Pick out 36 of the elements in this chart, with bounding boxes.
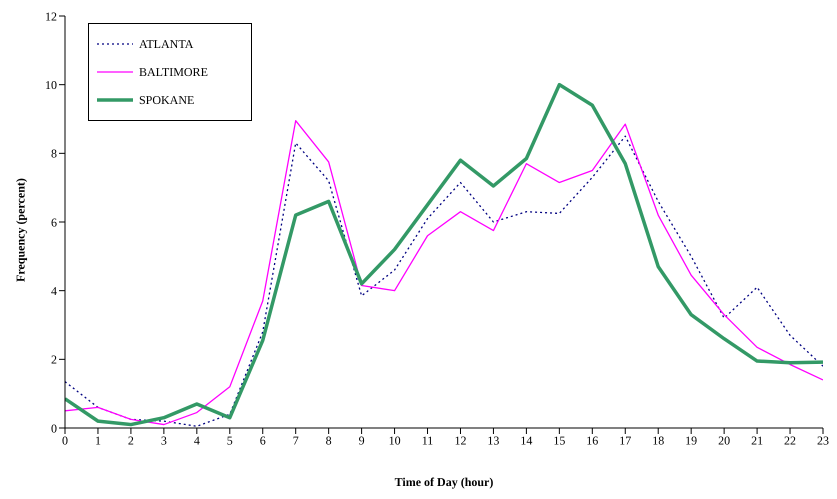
x-tick-label: 12 [454,434,466,448]
x-tick-label: 3 [160,434,167,448]
y-axis-title: Frequency (percent) [13,178,28,282]
x-tick-label: 8 [326,434,332,448]
x-tick-label: 4 [194,434,200,448]
x-tick-label: 11 [422,434,434,448]
x-tick-label: 20 [718,434,730,448]
x-tick-label: 6 [260,434,266,448]
x-tick-label: 18 [652,434,664,448]
x-tick-label: 19 [685,434,698,448]
x-tick-label: 0 [62,434,68,448]
x-tick-label: 9 [358,434,365,448]
y-tick-label: 4 [51,284,57,298]
x-tick-label: 5 [226,434,233,448]
x-tick-label: 7 [292,434,299,448]
legend-label: ATLANTA [139,36,194,52]
legend-label: BALTIMORE [139,64,208,80]
y-tick-label: 12 [45,9,57,24]
y-tick-label: 10 [45,78,57,92]
x-tick-label: 14 [520,434,532,448]
x-tick-label: 10 [388,434,401,448]
y-tick-label: 6 [51,215,57,230]
legend-label: SPOKANE [139,92,194,108]
x-tick-label: 23 [817,434,829,448]
y-tick-label: 2 [51,352,57,367]
x-tick-label: 1 [94,434,101,448]
x-tick-label: 15 [553,434,566,448]
x-axis-title: Time of Day (hour) [394,475,494,489]
x-tick-label: 17 [619,434,632,448]
x-tick-label: 16 [586,434,598,448]
x-tick-label: 13 [487,434,500,448]
x-tick-label: 2 [128,434,134,448]
y-tick-label: 0 [51,421,57,436]
x-tick-label: 21 [751,434,764,448]
x-tick-label: 22 [784,434,796,448]
y-tick-label: 8 [51,146,57,161]
